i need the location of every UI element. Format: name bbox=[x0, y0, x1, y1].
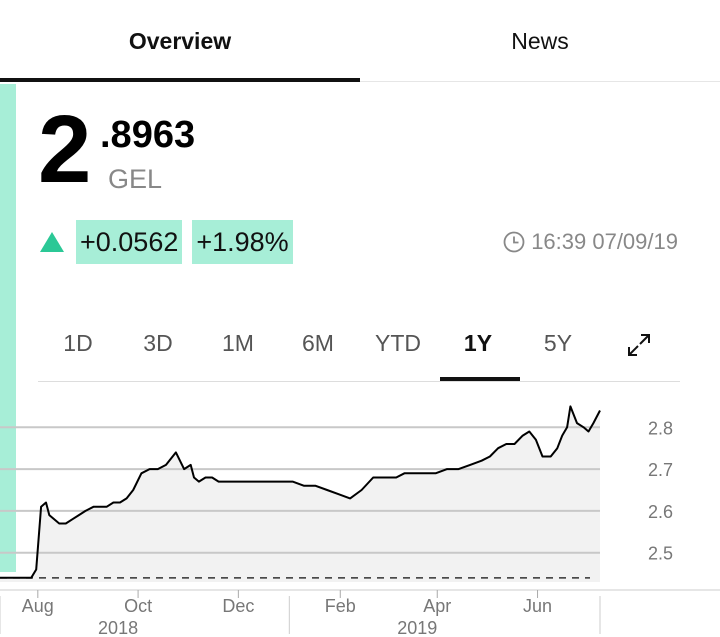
y-tick-label: 2.8 bbox=[648, 418, 673, 438]
range-6m[interactable]: 6M bbox=[302, 330, 334, 356]
tab-bar: Overview News bbox=[0, 0, 720, 82]
range-5y[interactable]: 5Y bbox=[543, 330, 573, 356]
change-row: +0.0562 +1.98% bbox=[40, 220, 303, 264]
x-tick-label: Jun bbox=[523, 596, 552, 616]
price-chart[interactable]: 2.8 2.7 2.6 2.5 Aug Oct Dec Feb Apr Jun 2018 2019 bbox=[0, 382, 720, 637]
active-range-indicator bbox=[440, 377, 520, 381]
year-label: 2019 bbox=[397, 618, 437, 637]
x-tick-label: Feb bbox=[325, 596, 356, 616]
clock-icon bbox=[503, 231, 525, 253]
year-label: 2018 bbox=[98, 618, 138, 637]
y-tick-label: 2.7 bbox=[648, 460, 673, 480]
x-tick-label: Dec bbox=[222, 596, 254, 616]
tab-overview[interactable]: Overview bbox=[128, 27, 232, 54]
price-line bbox=[0, 405, 601, 579]
tab-news[interactable]: News bbox=[511, 27, 569, 54]
range-1d[interactable]: 1D bbox=[63, 330, 93, 356]
y-tick-label: 2.5 bbox=[648, 544, 673, 564]
chart-area-fill bbox=[0, 406, 600, 582]
timestamp-text: 16:39 07/09/19 bbox=[531, 229, 678, 254]
price-currency: GEL bbox=[108, 164, 163, 194]
chart-top-border bbox=[38, 381, 680, 382]
price-decimal: .8963 bbox=[100, 114, 196, 156]
change-absolute: +0.0562 bbox=[76, 220, 183, 264]
range-3d[interactable]: 3D bbox=[143, 330, 173, 356]
x-tick-label: Oct bbox=[124, 596, 152, 616]
active-tab-indicator bbox=[0, 78, 360, 82]
range-1y[interactable]: 1Y bbox=[463, 330, 493, 356]
range-selector: 1D 3D 1M 6M YTD 1Y 5Y bbox=[38, 318, 678, 382]
x-tick-label: Apr bbox=[423, 596, 451, 616]
quote-timestamp: 16:39 07/09/19 bbox=[503, 229, 678, 255]
change-accent-bar bbox=[0, 84, 16, 572]
range-1m[interactable]: 1M bbox=[222, 330, 254, 356]
x-tick-label: Aug bbox=[22, 596, 54, 616]
expand-icon[interactable] bbox=[626, 332, 652, 358]
price-integer: 2 bbox=[38, 96, 91, 203]
price-display: 2 .8963 GEL bbox=[38, 102, 338, 200]
change-percent: +1.98% bbox=[192, 220, 293, 264]
up-arrow-icon bbox=[40, 232, 64, 252]
range-ytd[interactable]: YTD bbox=[375, 330, 421, 356]
y-tick-label: 2.6 bbox=[648, 502, 673, 522]
